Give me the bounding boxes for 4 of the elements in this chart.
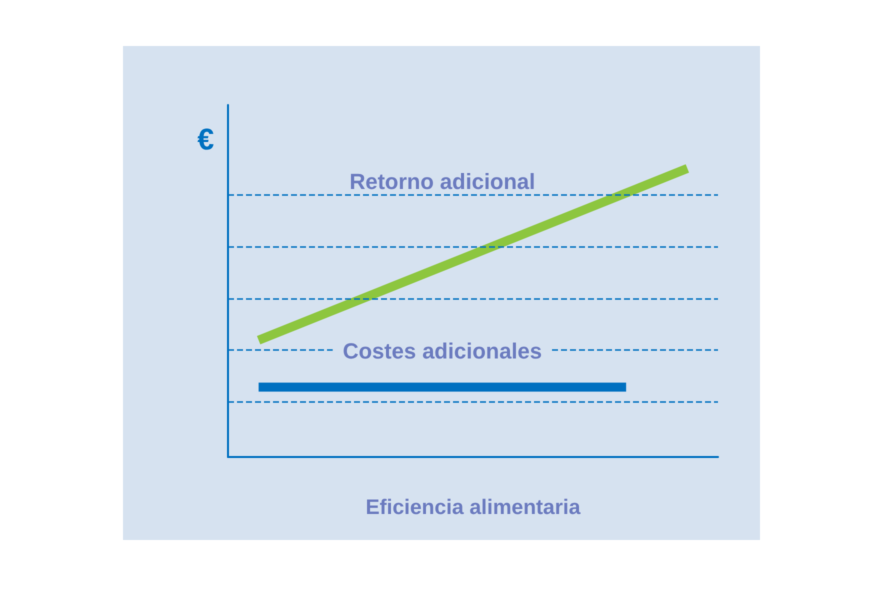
series-label: Costes adicionales [342,338,542,364]
series-label: Retorno adicional [349,168,536,194]
y-axis-title: € [197,124,214,156]
x-axis-title: Eficiencia alimentaria [366,496,581,519]
